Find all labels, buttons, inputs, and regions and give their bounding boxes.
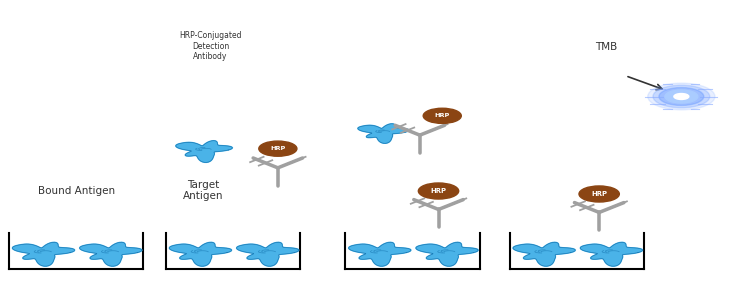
Polygon shape xyxy=(176,141,232,162)
Circle shape xyxy=(419,183,459,199)
Polygon shape xyxy=(349,242,411,266)
Circle shape xyxy=(423,108,461,123)
Text: HRP: HRP xyxy=(270,146,286,151)
Circle shape xyxy=(659,88,704,105)
Polygon shape xyxy=(358,124,409,143)
Circle shape xyxy=(665,90,698,103)
Text: Target
Antigen: Target Antigen xyxy=(183,180,224,201)
Circle shape xyxy=(648,83,715,110)
Polygon shape xyxy=(13,242,75,266)
Circle shape xyxy=(674,94,688,100)
Text: HRP: HRP xyxy=(430,188,446,194)
Text: TMB: TMB xyxy=(596,42,618,52)
Text: HRP: HRP xyxy=(435,113,450,118)
Text: HRP: HRP xyxy=(591,191,608,197)
Circle shape xyxy=(653,85,710,108)
Polygon shape xyxy=(170,242,232,266)
Polygon shape xyxy=(416,242,478,266)
Text: HRP-Conjugated
Detection
Antibody: HRP-Conjugated Detection Antibody xyxy=(179,31,242,61)
Polygon shape xyxy=(513,242,575,266)
Circle shape xyxy=(579,186,620,202)
Polygon shape xyxy=(580,242,643,266)
Polygon shape xyxy=(80,242,142,266)
Circle shape xyxy=(259,141,297,156)
Text: Bound Antigen: Bound Antigen xyxy=(38,186,115,196)
Polygon shape xyxy=(236,242,298,266)
